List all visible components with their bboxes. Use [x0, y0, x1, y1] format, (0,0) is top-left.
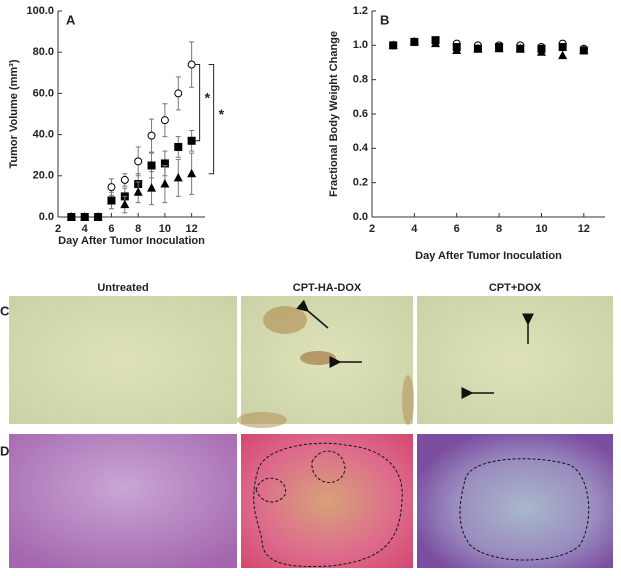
x-tick-label: 6	[454, 223, 460, 235]
outline	[459, 458, 590, 561]
point	[120, 199, 130, 209]
column-header: CPT-HA-DOX	[293, 282, 362, 294]
y-tick-label: 0.6	[353, 108, 368, 120]
point	[452, 45, 462, 54]
point	[93, 212, 103, 221]
point	[409, 36, 419, 46]
stain	[300, 351, 336, 365]
arrow	[296, 299, 329, 329]
point	[515, 43, 525, 53]
y-tick-label: 0.4	[353, 142, 369, 154]
x-axis-label: Day After Tumor Inoculation	[415, 250, 562, 262]
annotation: *	[219, 106, 225, 122]
point	[120, 175, 129, 184]
y-tick-label: 1.2	[353, 5, 368, 17]
column-header: Untreated	[97, 282, 148, 294]
outline	[255, 477, 287, 503]
point	[160, 159, 169, 168]
x-tick-label: 10	[535, 223, 547, 235]
point	[388, 40, 398, 49]
stain	[237, 412, 287, 428]
point	[579, 45, 589, 54]
point	[174, 89, 183, 98]
panel-label: B	[380, 12, 389, 27]
y-tick-label: 80.0	[33, 46, 54, 58]
stain	[402, 375, 414, 425]
point	[558, 50, 568, 60]
point	[160, 116, 169, 125]
x-tick-label: 6	[108, 223, 114, 235]
panel-label: A	[66, 12, 76, 27]
y-axis-label: Fractional Body Weight Change	[328, 31, 340, 197]
image-d-untreated	[9, 434, 237, 568]
image-c-cpt-dox	[417, 296, 613, 424]
x-tick-label: 4	[411, 223, 418, 235]
bracket	[208, 64, 215, 175]
annotation: *	[205, 89, 211, 105]
x-tick-label: 2	[55, 223, 61, 235]
y-axis-label: Tumor Volume (mm³)	[8, 59, 20, 168]
point	[107, 196, 116, 205]
y-tick-label: 20.0	[33, 170, 54, 182]
point	[173, 172, 183, 182]
panel-label: D	[0, 443, 9, 458]
point	[494, 43, 504, 53]
point	[160, 179, 170, 188]
point	[66, 212, 76, 221]
y-tick-label: 60.0	[33, 87, 54, 99]
point	[187, 168, 197, 178]
x-tick-label: 10	[159, 223, 171, 235]
x-tick-label: 4	[82, 223, 89, 235]
point	[536, 47, 546, 56]
point	[187, 60, 196, 69]
point	[80, 212, 90, 221]
point	[147, 161, 156, 170]
y-tick-label: 0.0	[39, 211, 54, 223]
x-tick-label: 8	[135, 223, 141, 235]
y-tick-label: 0.0	[353, 211, 368, 223]
x-tick-label: 2	[369, 223, 375, 235]
y-tick-label: 100.0	[26, 5, 54, 17]
point	[187, 136, 196, 145]
panel-label: C	[0, 303, 10, 318]
x-axis-label: Day After Tumor Inoculation	[58, 235, 205, 247]
point	[174, 142, 183, 151]
image-c-untreated	[9, 296, 237, 424]
image-d-cpt-ha-dox	[241, 434, 413, 568]
column-header: CPT+DOX	[489, 282, 542, 294]
x-tick-label: 12	[578, 223, 590, 235]
outline	[253, 442, 403, 567]
point	[134, 157, 143, 166]
y-tick-label: 0.8	[353, 74, 368, 86]
point	[107, 183, 116, 192]
point	[147, 131, 156, 140]
point	[133, 187, 143, 196]
image-d-cpt-dox	[417, 434, 613, 568]
point	[473, 43, 483, 53]
point	[431, 38, 441, 48]
point	[558, 43, 567, 52]
stain	[263, 306, 307, 334]
histology: Untreated CPT-HA-DOX CPT+DOX C D	[0, 282, 613, 568]
x-tick-label: 12	[186, 223, 198, 235]
bracket	[194, 64, 201, 142]
y-tick-label: 40.0	[33, 129, 54, 141]
x-tick-label: 8	[496, 223, 502, 235]
point	[147, 183, 157, 192]
y-tick-label: 1.0	[353, 39, 368, 51]
y-tick-label: 0.2	[353, 177, 368, 189]
